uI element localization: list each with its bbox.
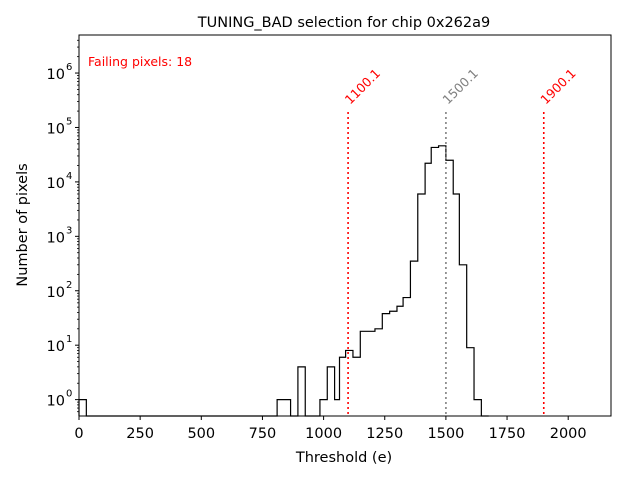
y-tick-exponent-5: 5: [66, 116, 72, 127]
y-axis-label: Number of pixels: [15, 163, 31, 286]
x-axis: 0 250 500 750 1000 1250 1500 1750 2000: [74, 416, 587, 442]
x-tick-label-3: 750: [249, 426, 277, 442]
plot-area: 1100.1 1500.1 1900.1: [78, 66, 579, 417]
y-tick-exponent-4: 4: [66, 171, 72, 182]
x-tick-label-5: 1250: [366, 426, 403, 442]
y-tick-label-3: 10: [47, 230, 65, 246]
x-tick-label-2: 500: [187, 426, 215, 442]
threshold-label-0: 1100.1: [342, 66, 384, 108]
y-tick-label-4: 10: [47, 176, 65, 192]
x-axis-label: Threshold (e): [295, 450, 392, 466]
y-tick-exponent-2: 2: [66, 280, 72, 291]
chart-title: TUNING_BAD selection for chip 0x262a9: [197, 15, 491, 31]
x-tick-label-7: 1750: [489, 426, 526, 442]
y-tick-label-5: 10: [47, 121, 65, 137]
failing-pixels-annotation: Failing pixels: 18: [88, 54, 192, 69]
y-tick-exponent-6: 6: [66, 62, 72, 73]
x-tick-label-6: 1500: [427, 426, 464, 442]
threshold-label-2: 1900.1: [537, 66, 579, 108]
plot-frame: [78, 34, 612, 417]
x-tick-label-4: 1000: [305, 426, 342, 442]
histogram-outline: [78, 145, 489, 417]
x-tick-label-8: 2000: [550, 426, 587, 442]
y-tick-label-1: 10: [47, 339, 65, 355]
y-tick-label-2: 10: [47, 285, 65, 301]
y-tick-exponent-3: 3: [66, 225, 72, 236]
y-tick-exponent-0: 0: [66, 389, 72, 400]
y-tick-exponent-1: 1: [66, 334, 72, 345]
threshold-label-1: 1500.1: [439, 66, 481, 108]
y-tick-label-0: 10: [47, 394, 65, 410]
y-tick-label-6: 10: [47, 67, 65, 83]
x-tick-label-1: 250: [126, 426, 154, 442]
x-tick-label-0: 0: [74, 426, 83, 442]
